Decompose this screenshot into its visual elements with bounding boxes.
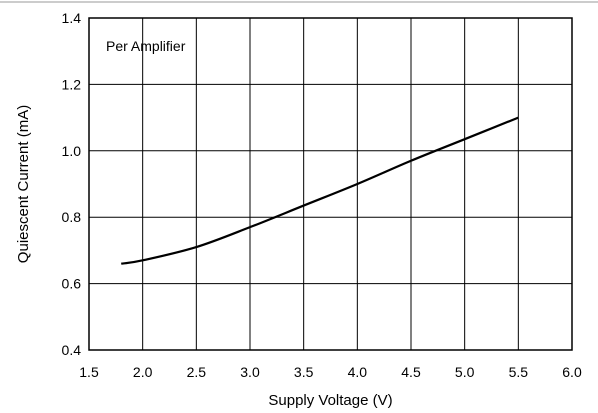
x-axis-label: Supply Voltage (V) bbox=[268, 392, 392, 409]
x-tick-label: 2.5 bbox=[187, 364, 207, 380]
y-axis-ticks: 0.4 0.6 0.8 1.0 1.2 1.4 bbox=[62, 10, 82, 358]
x-tick-label: 3.0 bbox=[240, 364, 260, 380]
x-tick-label: 4.5 bbox=[401, 364, 421, 380]
x-tick-label: 2.0 bbox=[133, 364, 153, 380]
y-tick-label: 0.6 bbox=[62, 276, 82, 292]
grid bbox=[88, 17, 573, 351]
annotation-per-amplifier: Per Amplifier bbox=[106, 38, 186, 54]
series-line bbox=[121, 116, 519, 265]
series-group bbox=[121, 116, 519, 265]
y-tick-label: 1.2 bbox=[62, 76, 82, 92]
x-tick-label: 1.5 bbox=[79, 364, 99, 380]
y-tick-label: 0.8 bbox=[62, 209, 82, 225]
x-tick-label: 5.5 bbox=[509, 364, 529, 380]
y-tick-label: 1.0 bbox=[62, 143, 82, 159]
x-tick-label: 6.0 bbox=[562, 364, 582, 380]
plot-frame bbox=[88, 17, 573, 351]
x-tick-label: 4.0 bbox=[348, 364, 368, 380]
x-tick-label: 3.5 bbox=[294, 364, 314, 380]
y-axis-label: Quiescent Current (mA) bbox=[15, 105, 32, 263]
y-tick-label: 0.4 bbox=[62, 342, 82, 358]
x-axis-ticks: 1.5 2.0 2.5 3.0 3.5 4.0 4.5 5.0 5.5 6.0 bbox=[79, 364, 582, 380]
y-tick-label: 1.4 bbox=[62, 10, 82, 26]
x-tick-label: 5.0 bbox=[455, 364, 475, 380]
